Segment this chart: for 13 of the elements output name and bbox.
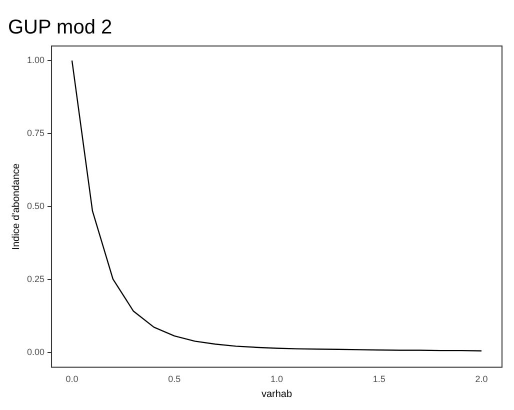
y-axis-title: Indice d'abondance xyxy=(10,162,22,250)
y-tick-label: 0.75 xyxy=(26,128,45,138)
x-tick-label: 0.0 xyxy=(66,374,78,384)
chart-title: GUP mod 2 xyxy=(8,16,112,39)
x-tick-label: 1.0 xyxy=(270,374,284,384)
x-tick-label: 0.5 xyxy=(168,374,181,384)
y-tick-label: 1.00 xyxy=(26,55,45,66)
y-tick-label: 0.00 xyxy=(26,347,45,358)
x-tick-label: 1.5 xyxy=(372,374,386,384)
y-tick-label: 0.25 xyxy=(26,274,45,284)
x-axis-title: varhab xyxy=(261,388,292,400)
y-tick-label: 0.50 xyxy=(26,201,45,212)
x-tick-label: 2.0 xyxy=(475,374,488,384)
